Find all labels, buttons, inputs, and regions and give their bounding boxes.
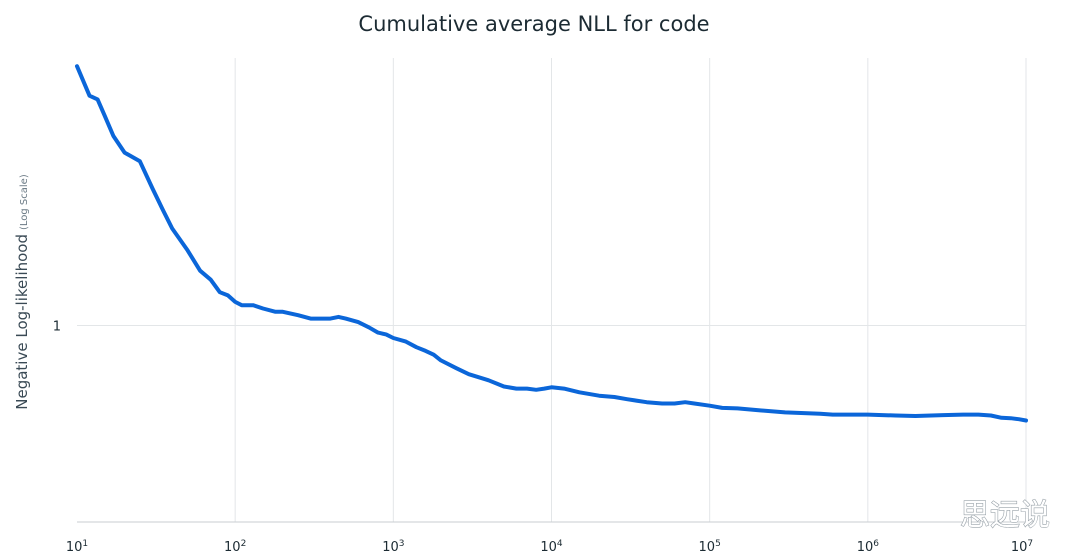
- watermark-text: 思远说: [960, 498, 1050, 533]
- y-tick-labels: 1: [53, 320, 61, 335]
- x-tick-label: 103: [382, 539, 404, 555]
- x-tick-label: 107: [1011, 539, 1033, 555]
- x-tick-label: 106: [857, 539, 880, 555]
- chart-title: Cumulative average NLL for code: [358, 12, 709, 36]
- x-tick-label: 104: [540, 539, 563, 555]
- y-axis-label-main: Negative Log-likelihood: [13, 234, 31, 410]
- y-tick-label: 1: [53, 320, 61, 335]
- y-axis-label-note: (Log Scale): [19, 174, 30, 230]
- grid-lines: [77, 58, 1027, 522]
- x-tick-label: 101: [66, 539, 88, 555]
- y-axis-label: Negative Log-likelihood (Log Scale): [13, 174, 31, 410]
- x-tick-labels: 101 102 103 104 105 106 107: [66, 539, 1033, 555]
- nll-series-line: [75, 64, 1028, 423]
- x-tick-label: 102: [224, 539, 246, 555]
- x-tick-label: 105: [699, 539, 721, 555]
